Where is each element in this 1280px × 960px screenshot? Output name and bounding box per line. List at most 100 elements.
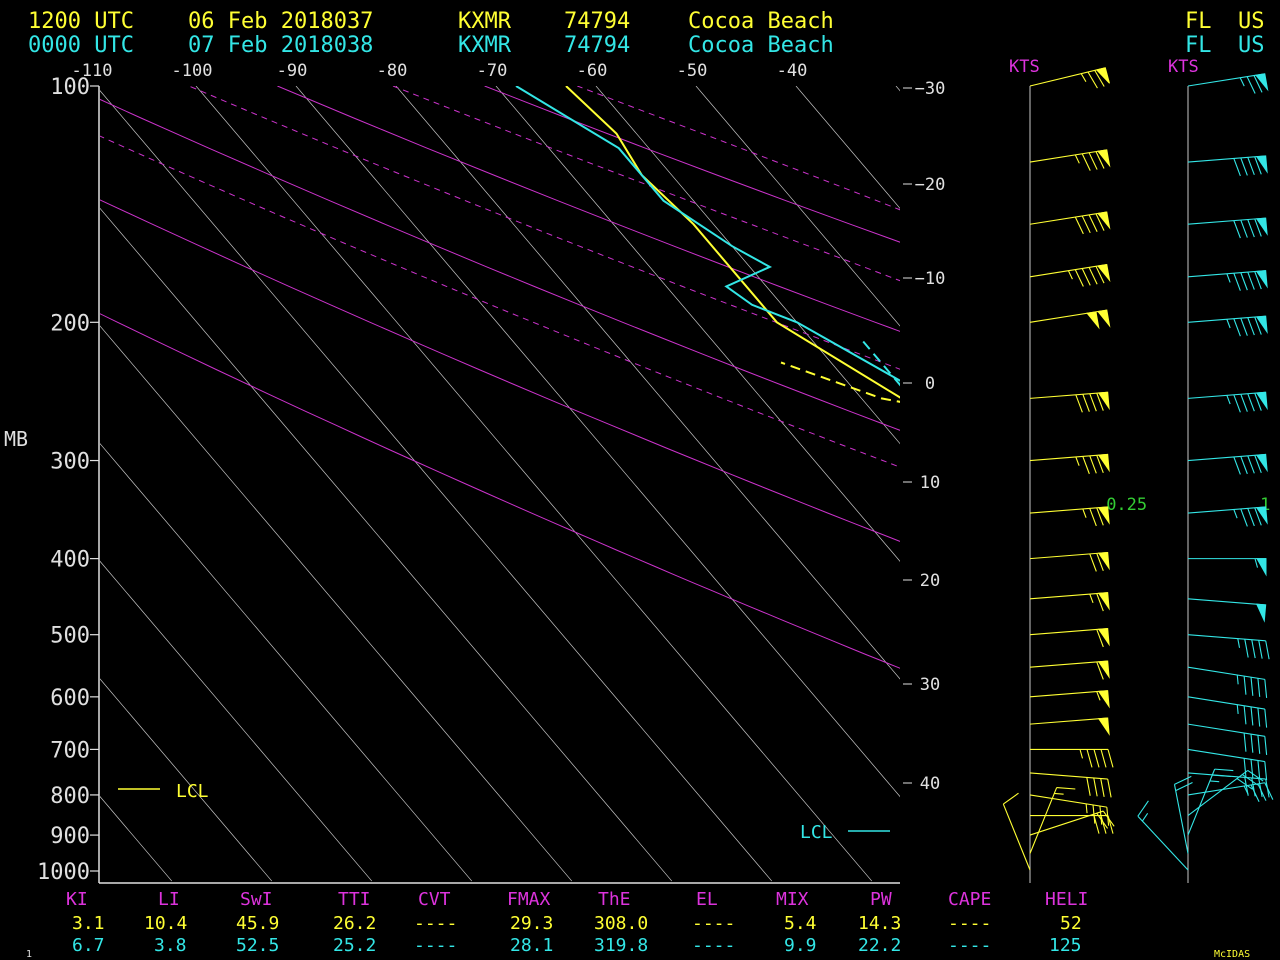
isotherm	[100, 678, 273, 882]
wind-0000-barb-full	[1250, 706, 1254, 726]
wind-0000-barb-full	[1174, 775, 1192, 785]
wind-0000-barb-full	[1251, 777, 1256, 797]
wind-1200-barb-shaft	[1029, 506, 1108, 514]
wind-0000-barb-full	[1233, 158, 1241, 177]
idx-label-el: EL	[696, 889, 718, 910]
wind-0000-barb-full	[1242, 774, 1259, 786]
wind-0000-barb-shaft	[1187, 696, 1265, 710]
wind-1200-barb-shaft	[1029, 453, 1108, 462]
pressure-tick-label: 800	[50, 784, 90, 809]
temperature-line-2	[515, 86, 900, 382]
wind-0000-barb-full	[1254, 271, 1262, 290]
wind-0000-barb-shaft	[1187, 73, 1265, 87]
wind-1200-barb-shaft	[1029, 592, 1108, 600]
idx-row1-li: 10.4	[144, 913, 187, 934]
idx-row1-pw: 14.3	[858, 913, 901, 934]
wind-0000-barb-full	[1247, 271, 1255, 290]
wind-0000-barb-full	[1254, 316, 1262, 335]
moist-adiabat	[188, 86, 900, 370]
wind-1200-barb-half	[1096, 691, 1101, 701]
wind-0000-barb-full	[1233, 220, 1241, 239]
wind-0000-barb-full	[1247, 508, 1255, 527]
wind-1200-barb-full	[1096, 455, 1104, 473]
grid-layer	[100, 86, 900, 882]
wind-0000-barb-full	[1264, 782, 1274, 800]
wind-0000-barb-full	[1253, 75, 1263, 93]
pressure-tick-label: 200	[50, 311, 90, 336]
idx-row1-swi: 45.9	[236, 913, 279, 934]
wind-0000-barb-full	[1257, 678, 1261, 697]
plot-frame	[98, 86, 900, 884]
wind-1200-barb-flag	[1097, 660, 1110, 679]
wind-0000-barb-full	[1254, 507, 1262, 526]
idx-label-fmax: FMAX	[507, 889, 551, 910]
header-id-2: 74794	[564, 33, 630, 58]
profile-layer	[515, 86, 900, 403]
wind-1200-barb-flag	[1097, 391, 1110, 411]
pressure-tick-label: 700	[50, 738, 90, 763]
wind-1200-barb-half	[1082, 508, 1087, 518]
wind-1200-barb-shaft	[1029, 391, 1108, 399]
wind-0000-barb-full	[1250, 677, 1254, 696]
temperature-tick-labels: -110 -100 -90 -80 -70 -60 -50 -40	[72, 61, 808, 81]
idx-row1-the: 308.0	[594, 913, 648, 934]
idx-label-mix: MIX	[776, 889, 809, 910]
temperature-tick-label: -100	[172, 61, 213, 81]
idx-row2-the: 319.8	[594, 935, 648, 956]
wind-0000-barb-half	[1236, 674, 1239, 685]
idx-label-pw: PW	[870, 889, 892, 910]
pressure-tick-labels: 100 200 300 400 500 600 700 800 900 1000	[37, 75, 99, 885]
idx-row1-cape: ----	[948, 913, 991, 934]
idx-row1-ki: 3.1	[72, 913, 105, 934]
wind-0000-barb-half	[1226, 395, 1231, 405]
mixing-ratio-labels: 0.251357101520	[1106, 495, 1270, 515]
pressure-tick-label: 900	[50, 824, 90, 849]
header-station-1: KXMR	[458, 9, 512, 34]
wind-0000-barb-flag	[1255, 603, 1267, 623]
height-tick-label: 20	[920, 571, 940, 591]
page-number: 1	[26, 949, 32, 960]
wind-0000-barb-full	[1246, 76, 1256, 94]
wind-0000-barb-shaft	[1187, 772, 1266, 780]
isotherm	[100, 325, 573, 882]
wind-0000-barb-full	[1257, 735, 1261, 754]
y-axis-label: MB	[4, 427, 28, 451]
temperature-tick-label: -50	[677, 61, 708, 81]
temperature-tick-label: -90	[277, 61, 308, 81]
wind-1200-barb-shaft	[1029, 794, 1107, 808]
temperature-tick-label: -80	[377, 61, 408, 81]
wind-1200-barb-shaft	[1029, 551, 1108, 560]
wind-0000-barb-full	[1258, 778, 1263, 797]
wind-0000-barb-full	[1257, 760, 1261, 780]
isotherm	[100, 443, 473, 882]
wind-1200-barb-full	[1095, 213, 1105, 231]
height-tick-label: 30	[920, 675, 940, 695]
wind-0000-barb-flag	[1255, 453, 1268, 473]
height-tick-label: 10	[920, 473, 940, 493]
header-id-1: 74794	[564, 9, 630, 34]
wind-1200-barb-half	[1085, 803, 1088, 814]
wind-0000-barb-half	[1226, 273, 1231, 283]
wind-1200-barb-full	[1092, 804, 1096, 824]
wind-0000-barb-full	[1257, 707, 1261, 727]
wind-0000-barb-full	[1250, 759, 1254, 779]
wind-1200-barb-half	[1074, 154, 1080, 164]
temperature-tick-label: -70	[477, 61, 508, 81]
wind-0000-barb-full	[1233, 394, 1241, 413]
wind-1200-barb-shaft	[1029, 772, 1108, 780]
wind-1200-barb-full	[1100, 778, 1105, 797]
wind-1200-barb-shaft	[1029, 628, 1108, 636]
isotherm	[100, 560, 373, 882]
wind-1200-barb-full	[1096, 593, 1104, 612]
wind-0000-barb-shaft	[1187, 782, 1265, 796]
wind-0000-barb-full	[1247, 455, 1255, 474]
wind-0000-barb-half	[1141, 813, 1149, 822]
wind-0000-barb-half	[1226, 319, 1231, 329]
wind-0000-barb-full	[1258, 640, 1263, 659]
wind-0000-barb-full	[1233, 456, 1241, 475]
wind-1200-barb-flag	[1097, 592, 1110, 611]
wind-1200-barb-flag	[1097, 690, 1110, 709]
wind-1200-barb-full	[1096, 661, 1104, 680]
wind-1200-barb-full	[1096, 553, 1104, 572]
wind-0000-barb-full	[1240, 219, 1248, 238]
